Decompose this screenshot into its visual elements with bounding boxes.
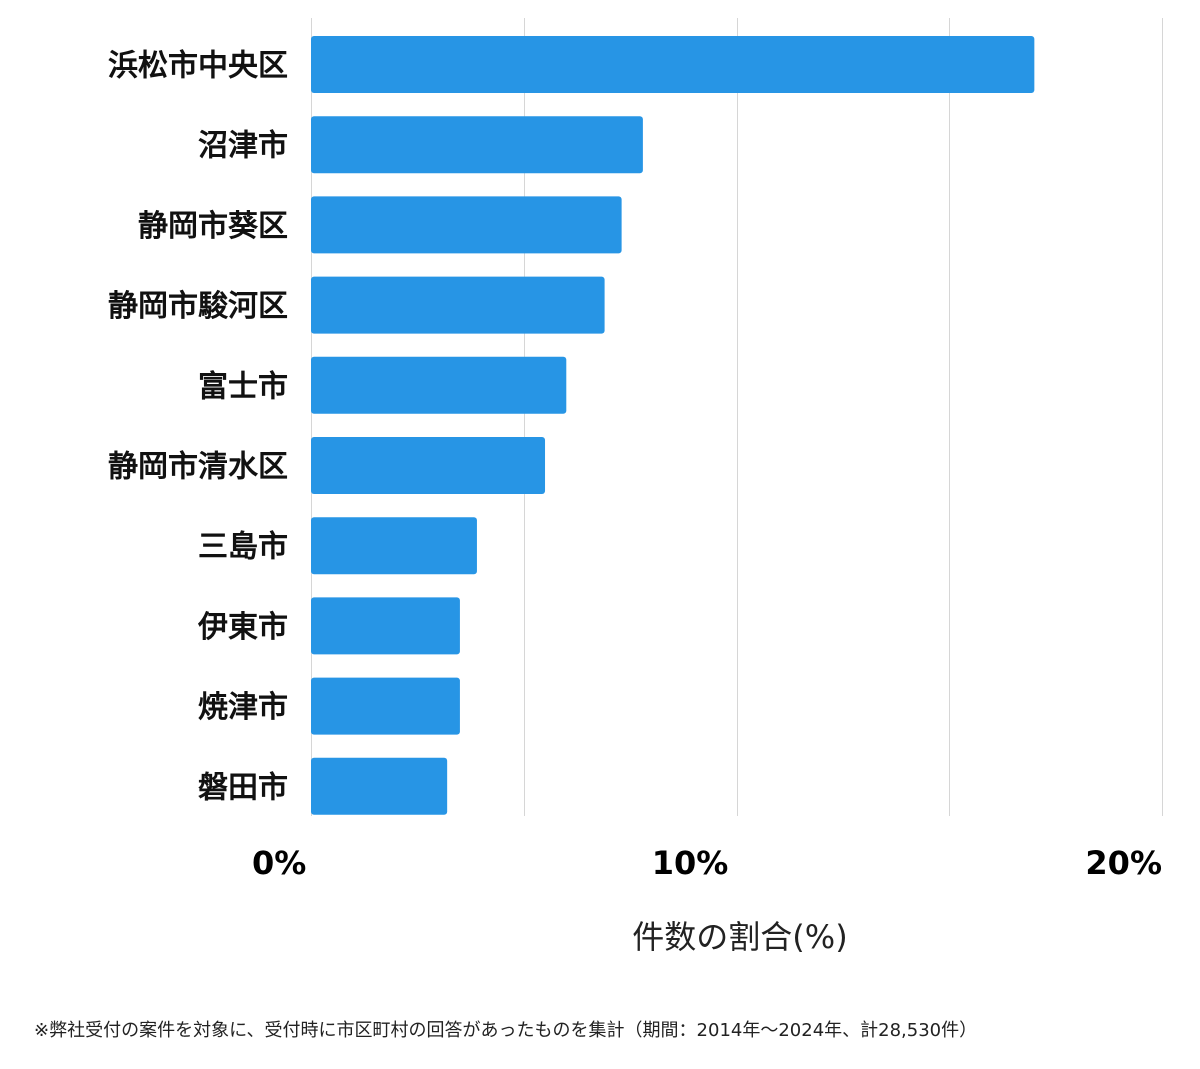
category-label: 静岡市駿河区: [108, 289, 288, 324]
x-tick-label: 0%: [252, 844, 306, 882]
x-tick-labels: 0% 10% 20%: [252, 844, 1162, 882]
bar: [311, 196, 622, 254]
bar: [311, 276, 605, 334]
category-label: 磐田市: [198, 770, 288, 805]
footnote: ※弊社受付の案件を対象に、受付時に市区町村の回答があったものを集計（期間：201…: [34, 1020, 978, 1041]
x-tick-label: 10%: [652, 844, 729, 882]
x-axis-title: 件数の割合(%): [632, 918, 848, 956]
category-label: 沼津市: [198, 129, 288, 164]
bar: [311, 677, 460, 735]
bar: [311, 437, 546, 494]
bar: [311, 597, 460, 655]
x-tick-label: 20%: [1085, 844, 1162, 882]
category-label: 富士市: [198, 369, 288, 404]
bar: [311, 116, 643, 174]
bar: [311, 517, 477, 575]
category-labels: 浜松市中央区沼津市静岡市葵区静岡市駿河区富士市静岡市清水区三島市伊東市焼津市磐田…: [108, 49, 288, 806]
bar: [311, 356, 567, 414]
category-label: 浜松市中央区: [108, 49, 288, 84]
bar: [311, 757, 448, 815]
bar-chart: 浜松市中央区沼津市静岡市葵区静岡市駿河区富士市静岡市清水区三島市伊東市焼津市磐田…: [108, 18, 1163, 882]
category-label: 焼津市: [198, 690, 288, 725]
category-label: 伊東市: [197, 610, 288, 645]
category-label: 静岡市葵区: [138, 209, 288, 244]
category-label: 三島市: [198, 530, 288, 565]
category-label: 静岡市清水区: [108, 450, 288, 485]
bar: [311, 36, 1035, 93]
bars: [311, 36, 1035, 815]
